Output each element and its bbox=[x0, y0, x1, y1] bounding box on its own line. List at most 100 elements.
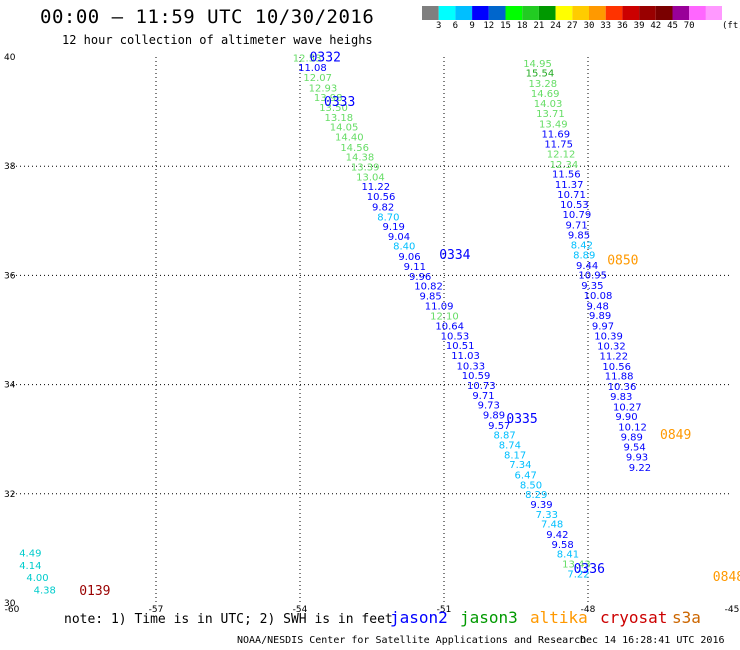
wave-height-value: 4.49 bbox=[19, 549, 41, 560]
wave-height-value: 7.33 bbox=[536, 510, 558, 521]
wave-height-value: 10.56 bbox=[602, 362, 631, 373]
wave-height-value: 10.59 bbox=[462, 371, 491, 382]
wave-height-value: 8.87 bbox=[493, 431, 515, 442]
wave-height-value: 10.33 bbox=[456, 361, 485, 372]
legend-label: 45 bbox=[667, 21, 678, 31]
wave-height-value: 10.73 bbox=[467, 381, 496, 392]
legend-swatch bbox=[689, 6, 706, 20]
wave-height-value: 8.70 bbox=[377, 212, 399, 223]
wave-height-value: 9.54 bbox=[624, 443, 646, 454]
legend-label: 33 bbox=[600, 21, 612, 31]
wave-height-value: 9.82 bbox=[372, 202, 394, 213]
wave-height-value: 10.56 bbox=[367, 192, 396, 203]
wave-height-value: 10.51 bbox=[446, 341, 475, 352]
wave-height-value: 9.71 bbox=[565, 220, 587, 231]
legend-swatch bbox=[538, 6, 556, 20]
footnote: note: 1) Time is in UTC; 2) SWH is in fe… bbox=[64, 612, 393, 627]
pass-time-label: 0335 bbox=[506, 412, 537, 427]
legend-label: 42 bbox=[650, 21, 662, 31]
wave-height-value: 8.50 bbox=[520, 480, 542, 491]
wave-height-value: 4.00 bbox=[26, 573, 48, 584]
legend-label: 6 bbox=[452, 21, 459, 31]
legend-swatch bbox=[522, 6, 539, 20]
wave-height-value: 11.37 bbox=[555, 180, 584, 191]
wave-height-value: 13.71 bbox=[536, 109, 565, 120]
wave-height-value: 10.64 bbox=[435, 321, 464, 332]
wave-height-value: 12.12 bbox=[547, 149, 576, 160]
chart-subtitle: 12 hour collection of altimeter wave hei… bbox=[62, 33, 373, 47]
legend-label: 36 bbox=[616, 21, 628, 31]
legend-swatch bbox=[589, 6, 606, 20]
legend-swatch bbox=[639, 6, 656, 20]
wave-height-value: 8.29 bbox=[525, 490, 547, 501]
pass-time-label: 0139 bbox=[79, 584, 110, 599]
wave-height-value: 10.53 bbox=[441, 331, 470, 342]
x-tick-label: -48 bbox=[581, 605, 596, 615]
legend-swatch bbox=[488, 6, 506, 20]
pass-time-label: 0336 bbox=[574, 562, 605, 577]
y-tick-label: 36 bbox=[4, 271, 16, 281]
wave-height-value: 12.07 bbox=[303, 73, 332, 84]
wave-height-value: 9.71 bbox=[472, 391, 494, 402]
y-tick-label: 34 bbox=[4, 381, 16, 391]
wave-height-value: 13.04 bbox=[356, 172, 385, 183]
legend-label: 15 bbox=[500, 21, 511, 31]
satellite-altika: altika bbox=[530, 608, 588, 627]
wave-height-value: 9.93 bbox=[626, 452, 648, 463]
wave-height-value: 11.69 bbox=[541, 129, 570, 140]
wave-height-value: 13.50 bbox=[319, 103, 348, 114]
color-legend-bar bbox=[422, 6, 722, 20]
wave-height-value: 13.49 bbox=[539, 119, 568, 130]
wave-height-value: 9.83 bbox=[610, 392, 632, 403]
wave-height-value: 14.05 bbox=[330, 123, 359, 134]
pass-time-label: 0334 bbox=[439, 248, 470, 263]
pass-time-label: 0332 bbox=[310, 50, 341, 65]
wave-height-value: 9.42 bbox=[546, 530, 568, 541]
legend-swatch bbox=[605, 6, 623, 20]
wave-height-value: 11.88 bbox=[605, 372, 634, 383]
wave-height-value: 8.74 bbox=[499, 440, 521, 451]
wave-height-value: 13.43 bbox=[562, 560, 591, 571]
satellite-jason3: jason3 bbox=[460, 608, 518, 627]
wave-height-value: 10.12 bbox=[618, 422, 647, 433]
legend-label: 18 bbox=[516, 21, 528, 31]
legend-label: 30 bbox=[583, 21, 595, 31]
y-tick-label: 32 bbox=[4, 490, 15, 500]
wave-height-value: 9.89 bbox=[621, 432, 643, 443]
legend-swatch bbox=[622, 6, 640, 20]
wave-height-value: 11.22 bbox=[600, 351, 629, 362]
wave-height-value: 15.54 bbox=[526, 69, 555, 80]
color-legend-unit: (ft) bbox=[722, 21, 740, 31]
legend-swatch bbox=[455, 6, 473, 20]
satellite-cryosat: cryosat bbox=[600, 608, 668, 627]
wave-height-value: 10.36 bbox=[608, 382, 637, 393]
legend-label: 12 bbox=[483, 21, 495, 31]
wave-height-value: 9.89 bbox=[589, 311, 611, 322]
wave-height-value: 9.89 bbox=[483, 410, 505, 421]
wave-height-value: 9.73 bbox=[478, 401, 500, 412]
wave-height-value: 9.48 bbox=[587, 301, 609, 312]
wave-height-value: 7.48 bbox=[541, 520, 563, 531]
wave-height-value: 13.28 bbox=[528, 79, 557, 90]
wave-height-value: 7.22 bbox=[567, 569, 589, 580]
wave-height-value: 8.17 bbox=[504, 450, 526, 461]
y-tick-label: 38 bbox=[4, 162, 16, 172]
y-tick-label: 30 bbox=[4, 599, 16, 609]
legend-swatch bbox=[472, 6, 489, 20]
legend-label: 24 bbox=[550, 21, 562, 31]
wave-height-value: 4.14 bbox=[19, 561, 41, 572]
footer-timestamp: Dec 14 16:28:41 UTC 2016 bbox=[580, 635, 725, 646]
wave-height-value: 9.22 bbox=[629, 463, 651, 474]
legend-swatch bbox=[438, 6, 456, 20]
wave-height-value: 11.56 bbox=[552, 170, 581, 181]
wave-height-value: 11.22 bbox=[361, 182, 390, 193]
wave-height-value: 11.08 bbox=[298, 63, 327, 74]
wave-height-value: 8.89 bbox=[573, 250, 595, 261]
wave-height-value: 9.19 bbox=[383, 222, 405, 233]
pass-time-label: 0848 bbox=[713, 570, 740, 585]
wave-height-value: 12.34 bbox=[550, 160, 579, 171]
wave-height-value: 12.10 bbox=[430, 312, 459, 323]
wave-height-value: 10.27 bbox=[613, 402, 642, 413]
x-tick-label: -60 bbox=[5, 605, 20, 615]
pass-time-label: 0850 bbox=[607, 253, 638, 268]
